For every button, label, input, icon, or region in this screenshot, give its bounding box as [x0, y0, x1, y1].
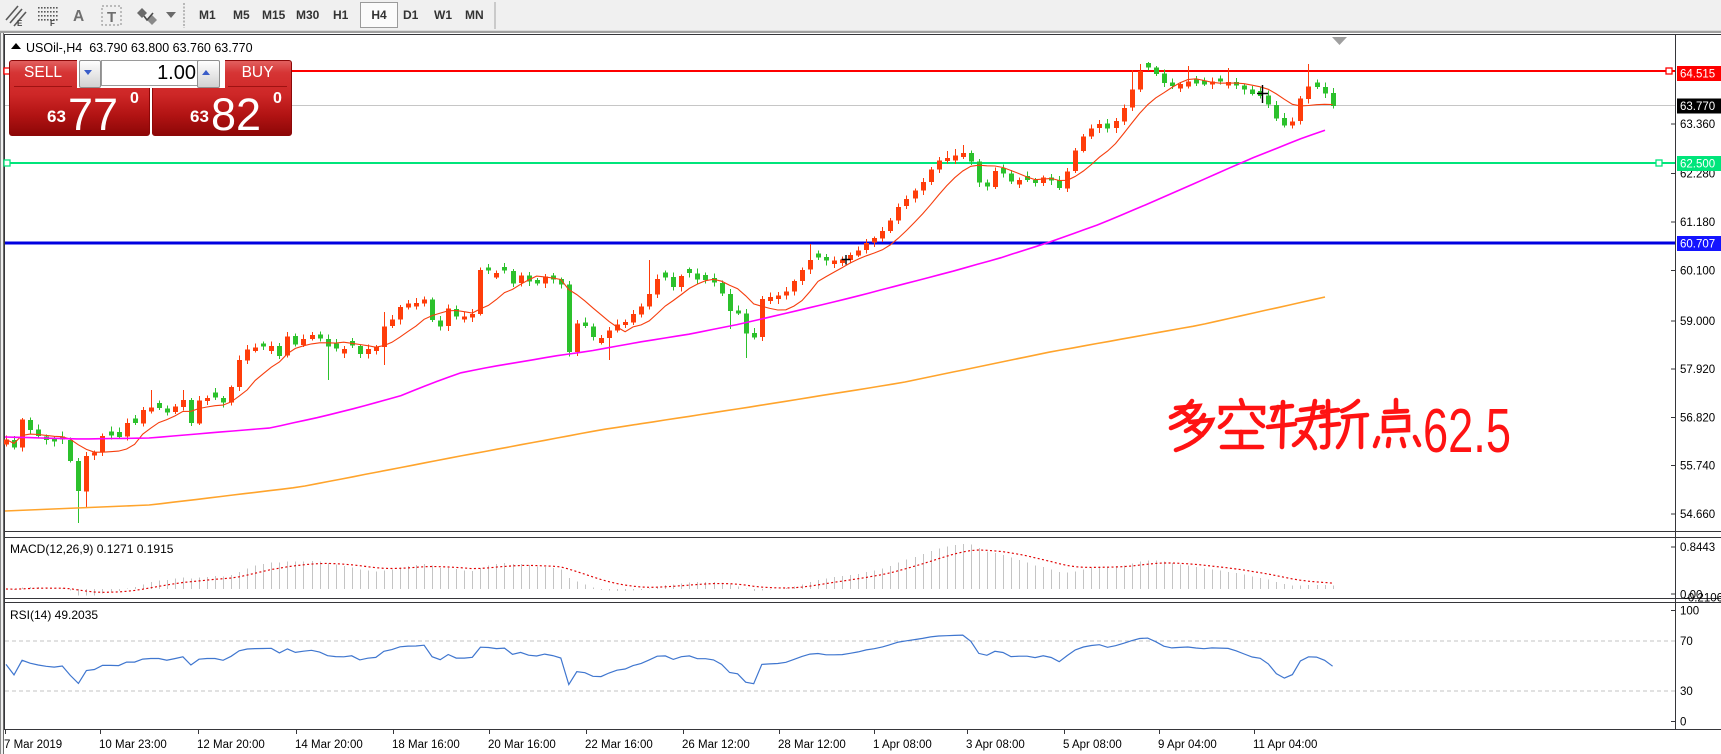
- svg-text:0.00: 0.00: [1680, 590, 1702, 602]
- svg-text:26 Mar 12:00: 26 Mar 12:00: [682, 739, 750, 751]
- svg-text:64.515: 64.515: [1680, 69, 1715, 81]
- svg-text:59.000: 59.000: [1680, 316, 1715, 328]
- svg-text:0: 0: [1680, 717, 1686, 729]
- svg-text:55.740: 55.740: [1680, 461, 1715, 473]
- svg-text:MACD(12,26,9) 0.1271 0.1915: MACD(12,26,9) 0.1271 0.1915: [10, 542, 174, 556]
- svg-text:A: A: [73, 8, 84, 25]
- svg-text:T: T: [107, 9, 116, 26]
- svg-text:F: F: [50, 19, 55, 28]
- svg-text:60.707: 60.707: [1680, 239, 1715, 251]
- svg-text:20 Mar 16:00: 20 Mar 16:00: [488, 739, 556, 751]
- svg-text:28 Mar 12:00: 28 Mar 12:00: [778, 739, 846, 751]
- svg-text:0.8443: 0.8443: [1680, 542, 1715, 554]
- svg-text:22 Mar 16:00: 22 Mar 16:00: [585, 739, 653, 751]
- svg-text:63.360: 63.360: [1680, 119, 1715, 131]
- svg-text:1 Apr 08:00: 1 Apr 08:00: [873, 739, 932, 751]
- svg-text:12 Mar 20:00: 12 Mar 20:00: [197, 739, 265, 751]
- svg-text:54.660: 54.660: [1680, 509, 1715, 521]
- svg-text:62.5: 62.5: [1423, 397, 1511, 466]
- svg-text:9 Apr 04:00: 9 Apr 04:00: [1158, 739, 1217, 751]
- svg-text:14 Mar 20:00: 14 Mar 20:00: [295, 739, 363, 751]
- svg-text:10 Mar 23:00: 10 Mar 23:00: [99, 739, 167, 751]
- svg-text:18 Mar 16:00: 18 Mar 16:00: [392, 739, 460, 751]
- svg-text:100: 100: [1680, 606, 1699, 618]
- svg-text:11 Apr 04:00: 11 Apr 04:00: [1253, 739, 1317, 751]
- svg-text:3 Apr 08:00: 3 Apr 08:00: [966, 739, 1025, 751]
- svg-text:RSI(14) 49.2035: RSI(14) 49.2035: [10, 608, 98, 622]
- svg-text:70: 70: [1680, 636, 1693, 648]
- svg-text:60.100: 60.100: [1680, 266, 1715, 278]
- svg-text:USOil-,H4 63.790 63.800 63.76: USOil-,H4 63.790 63.800 63.760 63.770: [26, 41, 253, 55]
- svg-text:-0.2106: -0.2106: [1684, 593, 1721, 605]
- svg-text:5 Apr 08:00: 5 Apr 08:00: [1063, 739, 1122, 751]
- svg-text:61.180: 61.180: [1680, 217, 1715, 229]
- svg-text:63.770: 63.770: [1680, 101, 1715, 113]
- svg-text:57.920: 57.920: [1680, 364, 1715, 376]
- svg-text:62.500: 62.500: [1680, 159, 1715, 171]
- svg-text:56.820: 56.820: [1680, 413, 1715, 425]
- svg-text:7 Mar 2019: 7 Mar 2019: [4, 739, 62, 751]
- svg-text:E: E: [17, 19, 23, 28]
- svg-text:62.280: 62.280: [1680, 169, 1715, 181]
- svg-text:30: 30: [1680, 686, 1693, 698]
